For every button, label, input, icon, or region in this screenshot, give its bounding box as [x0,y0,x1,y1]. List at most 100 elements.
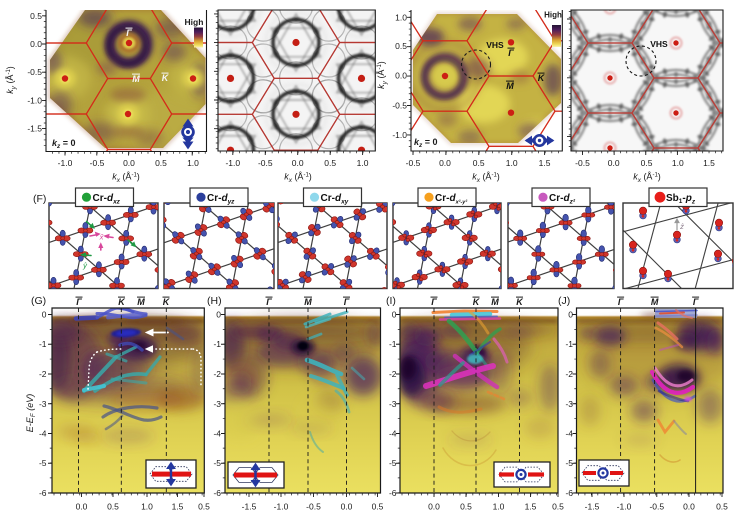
svg-text:-0.5: -0.5 [406,158,421,168]
svg-text:1.5: 1.5 [525,502,537,512]
svg-text:0.0: 0.0 [292,158,304,168]
svg-text:-1.5: -1.5 [242,502,257,512]
svg-text:-2: -2 [39,369,47,379]
svg-text:0.0: 0.0 [428,502,440,512]
svg-text:-5: -5 [389,458,397,468]
svg-text:0.0: 0.0 [30,39,42,49]
svg-text:-6: -6 [213,488,221,498]
svg-text:-5: -5 [565,458,573,468]
svg-text:-2: -2 [389,369,397,379]
svg-text:-3: -3 [39,399,47,409]
svg-text:-6: -6 [389,488,397,498]
svg-text:1.0: 1.0 [493,502,505,512]
svg-text:0.0: 0.0 [123,158,135,168]
svg-text:0.0: 0.0 [608,158,620,168]
svg-text:Γ: Γ [693,297,699,307]
svg-text:-0.5: -0.5 [392,101,407,111]
svg-text:1.0: 1.0 [672,158,684,168]
svg-text:0.5: 0.5 [460,502,472,512]
svg-text:0.5: 0.5 [324,158,336,168]
svg-text:-1.0: -1.0 [27,95,42,105]
svg-text:0.5: 0.5 [107,502,119,512]
svg-text:M: M [651,297,659,307]
svg-text:0.5: 0.5 [30,11,42,21]
svg-text:0.5: 0.5 [395,41,407,51]
svg-text:-0.5: -0.5 [258,158,273,168]
svg-text:0.0: 0.0 [439,158,451,168]
svg-text:-0.5: -0.5 [306,502,321,512]
svg-text:M: M [132,74,140,84]
svg-text:-1: -1 [565,339,573,349]
svg-text:0.5: 0.5 [716,502,728,512]
svg-text:0.5: 0.5 [155,158,167,168]
svg-text:1.5: 1.5 [539,158,551,168]
svg-text:-2: -2 [565,369,573,379]
svg-text:-5: -5 [213,458,221,468]
svg-text:0.0: 0.0 [683,502,695,512]
svg-text:-0.5: -0.5 [649,502,664,512]
svg-text:-4: -4 [565,429,573,439]
svg-text:M: M [304,297,312,307]
svg-text:-1.0: -1.0 [225,158,240,168]
svg-text:1.0: 1.0 [395,12,407,22]
svg-text:-2: -2 [213,369,221,379]
svg-text:-4: -4 [213,429,221,439]
svg-text:Γ: Γ [508,48,514,58]
svg-text:(F): (F) [33,193,46,205]
svg-text:-5: -5 [39,458,47,468]
svg-text:VHS: VHS [650,39,668,49]
svg-text:M: M [506,81,514,91]
svg-text:0.5: 0.5 [372,502,384,512]
svg-text:0: 0 [42,310,47,320]
svg-text:-6: -6 [39,488,47,498]
svg-text:0: 0 [216,310,221,320]
svg-text:-1.5: -1.5 [585,502,600,512]
svg-text:1.0: 1.0 [141,502,153,512]
svg-text:1.0: 1.0 [357,158,369,168]
svg-text:-0.5: -0.5 [575,158,590,168]
svg-text:0.5: 0.5 [473,158,485,168]
svg-text:0.5: 0.5 [552,502,564,512]
svg-text:High: High [185,17,204,27]
svg-text:1.0: 1.0 [506,158,518,168]
svg-text:Γ: Γ [618,297,624,307]
svg-text:Γ: Γ [266,297,272,307]
svg-text:1.5: 1.5 [703,158,715,168]
svg-text:-3: -3 [565,399,573,409]
svg-text:Γ: Γ [126,28,132,38]
svg-text:-1.0: -1.0 [392,130,407,140]
svg-text:-4: -4 [389,429,397,439]
svg-text:1.5: 1.5 [172,502,184,512]
svg-text:M: M [491,297,499,307]
svg-text:1.0: 1.0 [187,158,199,168]
svg-text:-1.0: -1.0 [274,502,289,512]
svg-text:VHS: VHS [486,40,504,50]
svg-text:(I): (I) [386,295,396,307]
svg-text:-0.5: -0.5 [90,158,105,168]
svg-text:x̂: x̂ [99,233,104,242]
svg-text:(H): (H) [207,295,222,307]
svg-text:-3: -3 [213,399,221,409]
svg-text:-4: -4 [39,429,47,439]
svg-text:0.5: 0.5 [198,502,210,512]
svg-text:-3: -3 [389,399,397,409]
svg-text:Γ: Γ [76,297,82,307]
svg-text:0.5: 0.5 [641,158,653,168]
svg-text:M: M [137,297,145,307]
svg-text:0.0: 0.0 [76,502,88,512]
svg-text:(G): (G) [31,295,46,307]
svg-text:ẑ: ẑ [679,222,684,231]
svg-text:0.0: 0.0 [341,502,353,512]
svg-text:-0.5: -0.5 [27,67,42,77]
svg-text:-1.0: -1.0 [617,502,632,512]
svg-text:-6: -6 [565,488,573,498]
svg-text:-1.5: -1.5 [27,124,42,134]
svg-text:-1: -1 [389,339,397,349]
svg-text:Γ: Γ [431,297,437,307]
svg-text:(J): (J) [558,295,570,307]
svg-text:-1: -1 [39,339,47,349]
svg-text:-1.0: -1.0 [58,158,73,168]
svg-text:0.0: 0.0 [395,71,407,81]
svg-text:0: 0 [392,310,397,320]
svg-text:0: 0 [568,310,573,320]
